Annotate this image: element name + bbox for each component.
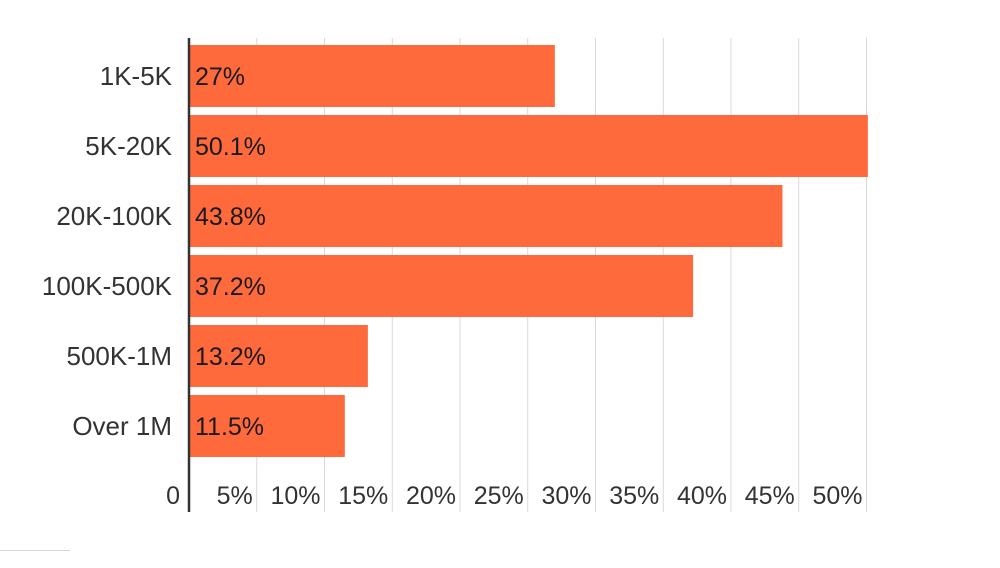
- labels: 1K-5K 27% 5K-20K 50.1% 20K-100K 43.8% 100K-500…: [42, 61, 863, 510]
- category-label: Over 1M: [72, 411, 172, 441]
- x-tick-label: 10%: [270, 482, 320, 510]
- bar-5k-20k: [189, 115, 868, 177]
- bar-100k-500k: [189, 255, 694, 317]
- x-tick-label: 0: [166, 482, 180, 510]
- category-label: 100K-500K: [42, 271, 173, 301]
- x-tick-label: 20%: [406, 482, 456, 510]
- footer-divider: [0, 550, 70, 551]
- data-label: 37.2%: [195, 273, 266, 301]
- data-label: 11.5%: [195, 413, 264, 441]
- bar-1k-5k: [189, 45, 555, 107]
- bar-over-1m: [189, 395, 345, 457]
- x-tick-label: 50%: [812, 482, 862, 510]
- x-tick-label: 35%: [609, 482, 659, 510]
- bar-20k-100k: [189, 185, 783, 247]
- bars: [189, 45, 868, 457]
- x-tick-label: 45%: [745, 482, 795, 510]
- category-label: 500K-1M: [67, 341, 173, 371]
- x-tick-label: 5%: [217, 482, 253, 510]
- bar-500k-1m: [189, 325, 368, 387]
- data-label: 43.8%: [195, 203, 266, 231]
- category-label: 1K-5K: [100, 61, 173, 91]
- x-tick-label: 25%: [474, 482, 524, 510]
- data-label: 13.2%: [195, 343, 266, 371]
- x-tick-label: 15%: [338, 482, 388, 510]
- category-label: 5K-20K: [85, 131, 172, 161]
- x-tick-label: 30%: [541, 482, 591, 510]
- category-label: 20K-100K: [56, 201, 172, 231]
- data-label: 50.1%: [195, 133, 266, 161]
- x-tick-label: 40%: [677, 482, 727, 510]
- data-label: 27%: [195, 63, 245, 91]
